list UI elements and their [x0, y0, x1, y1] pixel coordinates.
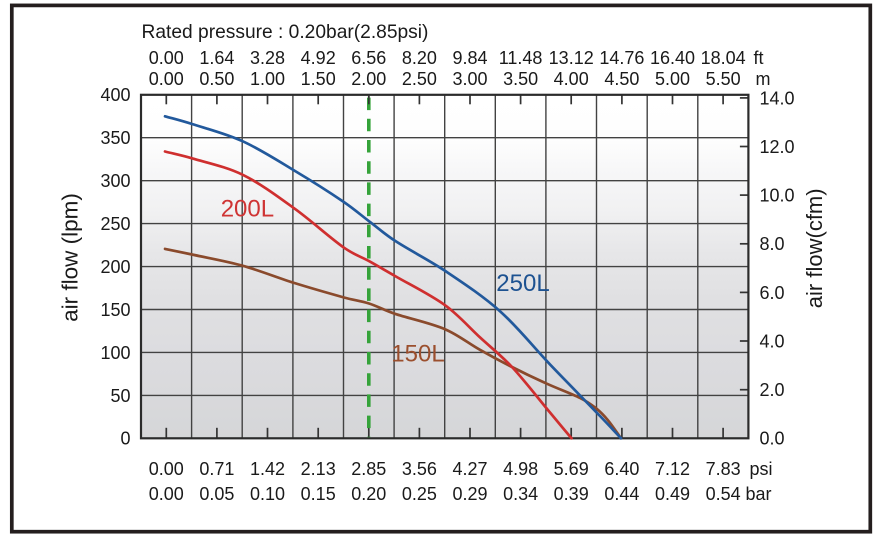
svg-text:250: 250: [100, 214, 130, 234]
svg-text:0.20: 0.20: [351, 484, 386, 504]
svg-text:150: 150: [100, 300, 130, 320]
svg-text:0.05: 0.05: [199, 484, 234, 504]
svg-text:bar: bar: [746, 484, 772, 504]
svg-text:5.00: 5.00: [655, 69, 690, 89]
svg-text:0.00: 0.00: [149, 69, 184, 89]
svg-text:0.39: 0.39: [554, 484, 589, 504]
svg-text:1.42: 1.42: [250, 459, 285, 479]
svg-text:m: m: [756, 69, 771, 89]
svg-text:0.10: 0.10: [250, 484, 285, 504]
svg-text:350: 350: [100, 128, 130, 148]
svg-text:4.27: 4.27: [452, 459, 487, 479]
svg-text:200: 200: [100, 257, 130, 277]
svg-text:2.85: 2.85: [351, 459, 386, 479]
svg-text:0.00: 0.00: [149, 484, 184, 504]
svg-text:12.0: 12.0: [760, 137, 795, 157]
svg-text:1.00: 1.00: [250, 69, 285, 89]
svg-text:4.98: 4.98: [503, 459, 538, 479]
svg-text:0.71: 0.71: [199, 459, 234, 479]
svg-text:air flow (lpm): air flow (lpm): [58, 193, 83, 322]
svg-text:6.40: 6.40: [604, 459, 639, 479]
svg-text:ft: ft: [754, 48, 764, 68]
svg-text:1.64: 1.64: [199, 48, 234, 68]
svg-text:0.29: 0.29: [452, 484, 487, 504]
svg-text:0.49: 0.49: [655, 484, 690, 504]
svg-text:11.48: 11.48: [499, 48, 543, 68]
svg-text:0.00: 0.00: [149, 48, 184, 68]
svg-text:0.0: 0.0: [760, 429, 785, 449]
svg-text:0.00: 0.00: [149, 459, 184, 479]
svg-text:50: 50: [110, 386, 130, 406]
svg-text:6.0: 6.0: [760, 283, 785, 303]
svg-text:0.34: 0.34: [503, 484, 538, 504]
svg-text:100: 100: [100, 343, 130, 363]
svg-text:air flow(cfm): air flow(cfm): [802, 188, 827, 308]
svg-text:18.04: 18.04: [701, 48, 746, 68]
svg-text:9.84: 9.84: [452, 48, 487, 68]
svg-text:3.28: 3.28: [250, 48, 285, 68]
svg-text:3.56: 3.56: [402, 459, 437, 479]
svg-text:2.13: 2.13: [301, 459, 336, 479]
svg-text:4.92: 4.92: [301, 48, 336, 68]
svg-text:2.0: 2.0: [760, 380, 785, 400]
svg-text:14.0: 14.0: [760, 88, 795, 108]
svg-text:300: 300: [100, 171, 130, 191]
svg-text:200L: 200L: [221, 195, 274, 222]
svg-text:7.12: 7.12: [655, 459, 690, 479]
svg-text:7.83: 7.83: [706, 459, 741, 479]
svg-text:1.50: 1.50: [301, 69, 336, 89]
svg-text:0.15: 0.15: [301, 484, 336, 504]
svg-text:14.76: 14.76: [599, 48, 644, 68]
svg-text:Rated pressure : 0.20bar(2.85p: Rated pressure : 0.20bar(2.85psi): [142, 22, 429, 43]
svg-text:0: 0: [120, 429, 130, 449]
svg-text:10.0: 10.0: [760, 186, 795, 206]
svg-text:16.40: 16.40: [650, 48, 695, 68]
svg-text:150L: 150L: [391, 341, 444, 368]
svg-text:13.12: 13.12: [549, 48, 594, 68]
svg-text:5.50: 5.50: [706, 69, 741, 89]
svg-text:8.0: 8.0: [760, 234, 785, 254]
svg-text:5.69: 5.69: [554, 459, 589, 479]
svg-text:2.00: 2.00: [351, 69, 386, 89]
svg-text:0.25: 0.25: [402, 484, 437, 504]
svg-text:8.20: 8.20: [402, 48, 437, 68]
svg-text:4.0: 4.0: [760, 331, 785, 351]
svg-text:6.56: 6.56: [351, 48, 386, 68]
svg-text:250L: 250L: [496, 270, 549, 297]
svg-text:4.00: 4.00: [554, 69, 589, 89]
svg-text:0.44: 0.44: [604, 484, 639, 504]
svg-text:3.50: 3.50: [503, 69, 538, 89]
svg-text:0.50: 0.50: [199, 69, 234, 89]
svg-text:4.50: 4.50: [604, 69, 639, 89]
svg-text:psi: psi: [750, 459, 773, 479]
svg-text:0.54: 0.54: [706, 484, 741, 504]
svg-text:400: 400: [100, 85, 130, 105]
svg-text:3.00: 3.00: [452, 69, 487, 89]
svg-text:2.50: 2.50: [402, 69, 437, 89]
